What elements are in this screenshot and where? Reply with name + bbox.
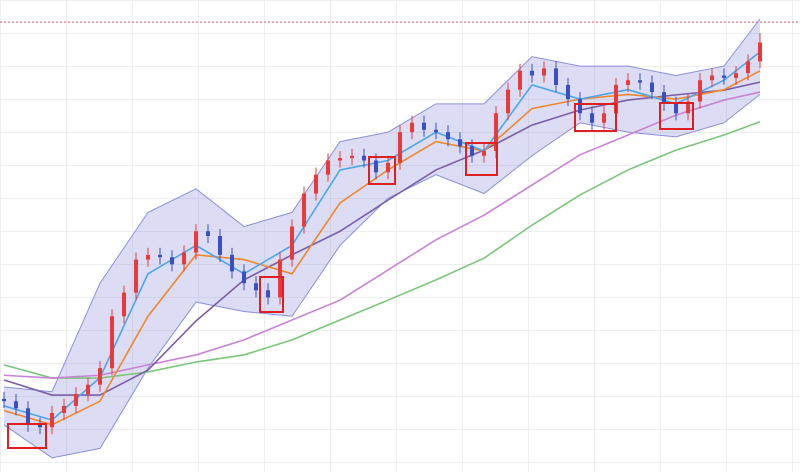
candle-body bbox=[325, 160, 330, 175]
candle-body bbox=[313, 174, 318, 194]
candle-body bbox=[662, 92, 667, 104]
candle-body bbox=[385, 162, 390, 173]
candle-body bbox=[133, 259, 138, 293]
candle-body bbox=[157, 254, 162, 258]
candles bbox=[1, 33, 763, 435]
candle-body bbox=[698, 80, 703, 102]
candle-body bbox=[49, 413, 54, 428]
candle-body bbox=[530, 70, 535, 76]
candle-body bbox=[614, 84, 619, 114]
candle-body bbox=[337, 158, 342, 161]
candle-body bbox=[398, 132, 402, 163]
candle-body bbox=[578, 99, 583, 114]
candle-body bbox=[13, 401, 18, 409]
candle-body bbox=[97, 368, 102, 385]
candle-body bbox=[542, 68, 547, 76]
candle-body bbox=[349, 155, 354, 159]
candle-body bbox=[758, 42, 763, 62]
candle-body bbox=[602, 113, 607, 123]
moving-average bbox=[3, 81, 761, 396]
bollinger-band bbox=[3, 18, 761, 459]
candle-body bbox=[686, 101, 691, 114]
highlight-box bbox=[7, 423, 47, 449]
candle-body bbox=[265, 290, 270, 298]
candle-body bbox=[277, 259, 282, 298]
candle-body bbox=[434, 129, 439, 133]
candle-body bbox=[241, 271, 246, 284]
band-lower bbox=[3, 94, 761, 459]
candle-body bbox=[169, 257, 174, 265]
candle-body bbox=[253, 283, 258, 291]
candle-body bbox=[85, 384, 90, 395]
candle-body bbox=[301, 193, 306, 227]
highlight-box bbox=[659, 102, 694, 130]
candle-body bbox=[217, 236, 222, 255]
candle-body bbox=[373, 160, 378, 173]
candle-body bbox=[25, 408, 30, 425]
highlight-boxes bbox=[7, 102, 694, 449]
candle-body bbox=[470, 146, 475, 156]
candle-body bbox=[446, 132, 451, 140]
candle-body bbox=[482, 151, 487, 156]
candle-body bbox=[590, 113, 595, 123]
candle-body bbox=[518, 70, 523, 90]
candle-body bbox=[37, 424, 42, 428]
candle-body bbox=[506, 89, 511, 114]
candle-body bbox=[61, 405, 66, 413]
candle-body bbox=[289, 226, 294, 260]
band-upper bbox=[3, 18, 761, 393]
highlight-box bbox=[368, 156, 396, 185]
candle-body bbox=[674, 103, 679, 114]
candle-body bbox=[458, 139, 463, 147]
candle-body bbox=[638, 80, 643, 83]
candle-body bbox=[205, 231, 210, 236]
candle-body bbox=[554, 68, 559, 85]
candle-body bbox=[361, 155, 366, 161]
candle-body bbox=[229, 254, 234, 272]
candle-body bbox=[650, 82, 655, 93]
moving-average bbox=[3, 121, 761, 379]
candle-body bbox=[722, 75, 727, 78]
candle-body bbox=[1, 398, 6, 402]
candle-body bbox=[566, 84, 571, 100]
candle-body bbox=[494, 113, 499, 152]
candle-body bbox=[626, 80, 631, 85]
candle-body bbox=[181, 252, 186, 265]
candle-body bbox=[410, 122, 415, 133]
candle-body bbox=[746, 61, 751, 74]
highlight-box bbox=[465, 142, 498, 176]
moving-average bbox=[3, 91, 761, 379]
highlight-box bbox=[574, 103, 617, 132]
candle-body bbox=[121, 292, 126, 317]
highlight-box bbox=[259, 276, 284, 313]
candle-body bbox=[734, 73, 739, 78]
candle-body bbox=[422, 122, 427, 130]
candle-body bbox=[145, 254, 150, 260]
candle-body bbox=[710, 75, 715, 81]
candle-body bbox=[109, 316, 114, 369]
candle-body bbox=[73, 394, 78, 406]
candle-body bbox=[193, 231, 198, 253]
band-fill bbox=[3, 18, 761, 458]
